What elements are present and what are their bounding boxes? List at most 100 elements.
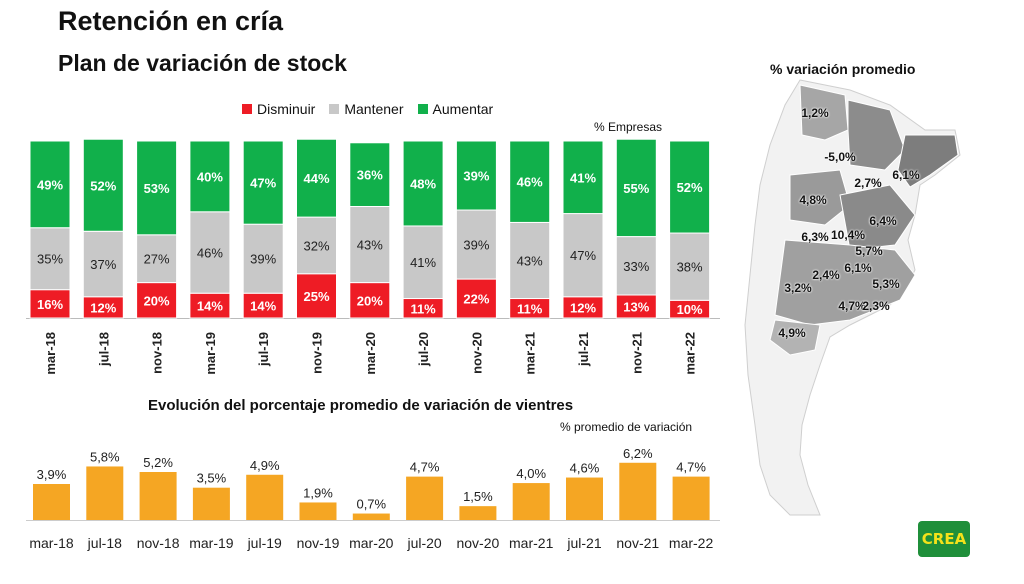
data-label: 49%	[37, 177, 63, 192]
bar-aumentar	[29, 140, 71, 229]
bar-mantener	[349, 205, 391, 284]
region-north-west	[799, 84, 849, 141]
map-region-label: 1,2%	[801, 106, 829, 120]
map-region-label: 3,2%	[784, 281, 812, 295]
bar	[619, 462, 657, 520]
data-label: 33%	[623, 259, 649, 274]
legend-disminuir: Disminuir	[242, 101, 315, 117]
data-label: 4,0%	[516, 466, 546, 481]
data-label: 36%	[357, 168, 383, 183]
x-tick-label: mar-19	[203, 332, 218, 375]
bar-aumentar	[509, 140, 551, 223]
x-tick-label: jul-18	[96, 332, 111, 367]
map-region-label: 4,8%	[799, 193, 827, 207]
data-label: 27%	[144, 252, 170, 267]
data-label: 3,9%	[37, 467, 67, 482]
x-tick-label: jul-20	[406, 535, 441, 551]
map-region-label: 2,4%	[812, 268, 840, 282]
data-label: 41%	[570, 170, 596, 185]
bar-disminuir	[242, 292, 284, 319]
bar-aumentar	[455, 140, 497, 211]
data-label: 39%	[463, 238, 489, 253]
bar	[459, 506, 497, 520]
legend-label: Mantener	[344, 101, 404, 117]
legend-label: Disminuir	[257, 101, 316, 117]
bar-aumentar	[349, 142, 391, 207]
region-center-west	[789, 169, 851, 226]
chart1-legend: Disminuir Mantener Aumentar	[242, 101, 493, 117]
x-tick-label: mar-20	[363, 332, 378, 375]
x-tick-label: nov-18	[150, 332, 165, 374]
data-label: 14%	[197, 299, 223, 314]
data-label: 1,9%	[303, 485, 333, 500]
data-label: 53%	[144, 181, 170, 196]
data-label: 0,7%	[356, 497, 386, 512]
region-north-east	[897, 134, 959, 188]
argentina-map	[744, 79, 961, 516]
bar-aumentar	[296, 138, 337, 218]
data-label: 20%	[144, 293, 170, 308]
x-tick-label: mar-21	[523, 332, 538, 375]
x-tick-label: mar-18	[43, 332, 58, 375]
x-tick-label: jul-18	[87, 535, 122, 551]
x-tick-label: mar-21	[509, 535, 554, 551]
x-tick-label: mar-19	[189, 535, 234, 551]
data-label: 38%	[677, 260, 703, 275]
data-label: 52%	[90, 178, 116, 193]
bar-chart: 3,9% mar-18 5,8% jul-18 5,2% nov-18 3,5% mar-19…	[26, 446, 720, 551]
data-label: 43%	[357, 238, 383, 253]
bar-mantener	[189, 211, 231, 294]
data-label: 47%	[570, 248, 596, 263]
bar	[299, 502, 337, 520]
bar-mantener	[615, 236, 657, 296]
data-label: 40%	[197, 169, 223, 184]
map-region-label: 4,9%	[778, 326, 806, 340]
data-label: 11%	[517, 301, 543, 316]
data-label: 6,2%	[623, 446, 653, 461]
data-label: 47%	[250, 176, 276, 191]
bar	[352, 513, 390, 520]
data-label: 3,5%	[197, 471, 227, 486]
stacked-bar-chart: 16% 35% 49% mar-18 12% 37% 52% jul-18 20% 27% 53% n…	[26, 138, 720, 375]
map-region-label: 5,3%	[872, 277, 900, 291]
x-tick-label: nov-20	[456, 535, 499, 551]
bar-disminuir	[455, 278, 497, 319]
bar-mantener	[509, 221, 551, 300]
bar-aumentar	[562, 140, 604, 215]
data-label: 14%	[250, 299, 276, 314]
data-label: 16%	[37, 297, 63, 312]
region-north-center	[847, 99, 906, 171]
map-region-label: 6,1%	[892, 168, 920, 182]
bar-disminuir	[29, 289, 71, 319]
map-region-label: 2,7%	[854, 176, 882, 190]
bar	[139, 472, 177, 520]
region-south	[769, 319, 821, 356]
bar	[246, 474, 284, 520]
region-pampa	[774, 239, 916, 326]
bar-aumentar	[615, 138, 657, 238]
data-label: 48%	[410, 176, 436, 191]
data-label: 25%	[303, 289, 329, 304]
bar-mantener	[402, 225, 444, 300]
map-region-label: 6,3%	[801, 230, 829, 244]
bar-mantener	[562, 213, 604, 298]
data-label: 11%	[410, 301, 436, 316]
bar	[512, 483, 550, 520]
data-label: 37%	[90, 257, 116, 272]
bar	[406, 476, 444, 520]
map-region-label: 6,4%	[869, 214, 897, 228]
bar	[86, 466, 124, 520]
data-label: 1,5%	[463, 489, 493, 504]
data-label: 4,6%	[570, 461, 600, 476]
data-label: 46%	[197, 246, 223, 261]
data-label: 46%	[517, 175, 543, 190]
legend-mantener: Mantener	[329, 101, 404, 117]
bar	[672, 476, 710, 520]
bar-mantener	[242, 223, 284, 294]
map-region-label: 5,7%	[855, 244, 883, 258]
logo-text: CREA	[921, 530, 967, 548]
bar-disminuir	[349, 282, 391, 319]
data-label: 10%	[677, 302, 703, 317]
map-region-label: 6,1%	[844, 261, 872, 275]
bar-aumentar	[82, 138, 124, 232]
